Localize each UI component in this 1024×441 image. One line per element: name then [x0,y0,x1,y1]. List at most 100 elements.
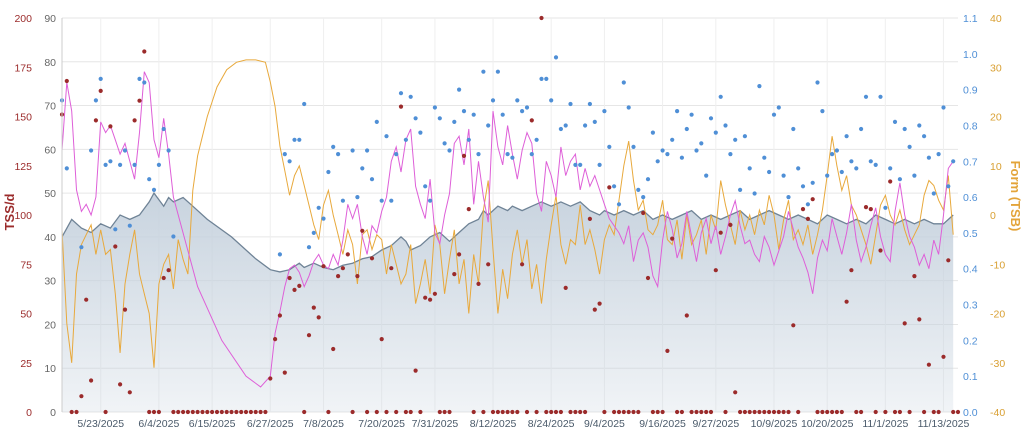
tss-point [437,409,442,415]
if-point [839,169,844,175]
tss-point [74,409,79,415]
tss-point [98,88,103,93]
tss-point [665,348,670,353]
if-point [79,245,84,250]
y-axis-title-left: TSS/d [2,194,17,231]
if-point [428,198,433,203]
tss-point [781,409,786,415]
if-point [583,123,588,128]
tss-point [277,313,282,318]
tss-point [219,409,224,415]
tss-point [336,274,341,279]
x-tick-label: 9/4/2025 [584,418,625,430]
if-point [699,141,704,146]
tss-point [200,409,205,415]
tss-point [679,409,685,415]
x-tick-label: 6/27/2025 [247,418,294,430]
tss-point [306,333,312,338]
if-point [742,134,748,139]
if-tick-label: 0.1 [963,371,978,383]
if-point [374,119,379,124]
x-tick-label: 9/16/2025 [639,418,686,430]
tss-point [515,409,520,415]
if-point [490,98,496,103]
if-point [747,166,752,171]
if-point [868,159,873,164]
ctl-tick-label: 50 [44,188,56,200]
tss-point [815,409,820,415]
tss-point [500,409,505,415]
tss-point [243,409,249,415]
if-point [607,144,612,149]
x-tick-label: 10/20/2025 [801,418,854,430]
tss-point [912,274,917,279]
if-point [602,109,607,114]
tss-point [742,409,748,415]
if-point [326,169,331,175]
tss-tick-label: 50 [20,309,32,321]
if-point [423,184,428,189]
tss-point [946,258,951,263]
if-point [171,234,176,239]
if-point [336,152,341,157]
tss-point [568,409,573,415]
tss-point [360,228,365,233]
if-point [679,155,685,160]
tss-tick-label: 200 [14,13,32,25]
tss-point [767,409,772,415]
tss-point [79,394,84,399]
if-point [166,148,171,153]
tss-point [495,409,500,415]
if-point [340,198,345,203]
x-tick-label: 6/4/2025 [138,418,179,430]
tss-point [573,409,578,415]
if-point [297,137,302,142]
tss-point-series [59,15,961,415]
tss-point [863,205,869,210]
if-point [379,198,384,203]
intensity-line-series [61,71,954,388]
tss-point [457,252,462,257]
if-point [665,152,670,157]
tss-point [292,287,297,292]
if-point [636,187,641,192]
tss-point [302,409,307,415]
if-point [394,152,399,157]
if-point [539,76,544,81]
if-point [888,166,893,171]
if-point [529,152,534,157]
ctl-tick-label: 20 [44,319,56,331]
if-point [689,112,694,117]
if-point [365,148,370,153]
if-point [873,162,878,167]
tss-point [534,409,539,415]
tss-point [355,274,360,279]
tss-point [258,409,263,415]
if-point [704,173,709,178]
if-point [791,126,796,132]
if-point [926,155,932,160]
if-point [331,144,336,149]
if-point [776,105,781,110]
tss-point [311,305,316,310]
tss-point [248,409,253,415]
tss-point [616,409,622,415]
tss-point [805,216,811,221]
tss-point [738,409,743,415]
tss-point [476,281,481,286]
tss-point [776,409,781,415]
tss-point [917,317,922,322]
if-point [505,152,510,157]
tss-point [229,409,234,415]
tss-point [578,409,583,415]
tss-point [442,409,447,415]
tss-point [287,275,292,281]
tss-point [64,78,69,84]
tss-point [786,409,791,415]
tss-point [675,409,680,415]
if-point [694,148,699,153]
tss-point [529,118,534,123]
tss-point [524,409,530,415]
tss-point [214,409,220,415]
tss-point [326,409,331,415]
